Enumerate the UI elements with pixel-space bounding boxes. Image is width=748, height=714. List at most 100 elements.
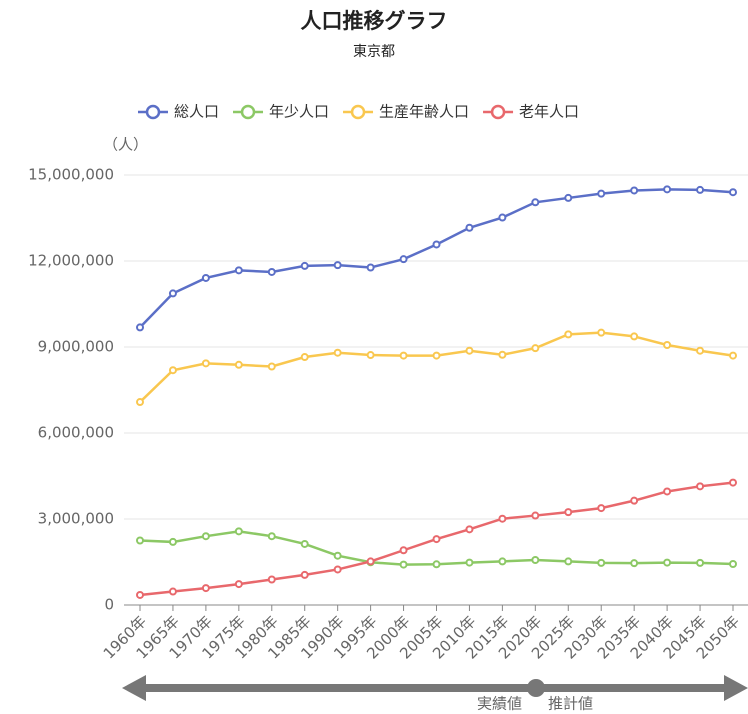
data-point bbox=[267, 362, 276, 371]
data-point bbox=[300, 570, 309, 579]
data-point bbox=[696, 185, 705, 194]
chart-subtitle: 東京都 bbox=[353, 44, 395, 60]
data-point bbox=[333, 565, 342, 574]
data-point bbox=[432, 535, 441, 544]
data-point bbox=[399, 255, 408, 264]
data-point bbox=[136, 536, 144, 545]
data-point bbox=[267, 267, 276, 276]
data-point bbox=[531, 555, 540, 564]
y-tick-label: 6,000,000 bbox=[38, 424, 114, 442]
legend-marker bbox=[490, 104, 506, 120]
data-point bbox=[333, 551, 342, 560]
data-point bbox=[168, 587, 177, 596]
legend-label: 老年人口 bbox=[519, 103, 579, 121]
data-point bbox=[168, 366, 177, 375]
data-point bbox=[531, 511, 540, 520]
data-point bbox=[696, 346, 705, 355]
data-point bbox=[201, 532, 210, 541]
data-point bbox=[465, 223, 474, 232]
data-point bbox=[136, 590, 144, 599]
y-tick-label: 12,000,000 bbox=[28, 252, 114, 270]
timeline-divider bbox=[527, 679, 545, 697]
data-point bbox=[168, 537, 177, 546]
data-point bbox=[399, 351, 408, 360]
y-axis-label: （人） bbox=[103, 136, 148, 154]
data-point bbox=[564, 330, 573, 339]
data-point bbox=[399, 560, 408, 569]
data-point bbox=[729, 351, 737, 360]
y-tick-label: 0 bbox=[104, 596, 114, 614]
data-point bbox=[333, 261, 342, 270]
data-point bbox=[729, 478, 737, 487]
data-point bbox=[465, 558, 474, 567]
data-point bbox=[432, 560, 441, 569]
data-point bbox=[201, 584, 210, 593]
data-point bbox=[663, 487, 672, 496]
legend-marker bbox=[240, 104, 256, 120]
data-point bbox=[333, 348, 342, 357]
data-point bbox=[630, 332, 639, 341]
projected-label: 推計値 bbox=[548, 695, 593, 713]
data-point bbox=[630, 186, 639, 195]
data-point bbox=[630, 559, 639, 568]
data-point bbox=[432, 240, 441, 249]
data-point bbox=[300, 261, 309, 270]
data-point bbox=[564, 508, 573, 517]
data-point bbox=[498, 557, 507, 566]
data-point bbox=[564, 193, 573, 202]
data-point bbox=[201, 359, 210, 368]
data-point bbox=[234, 360, 243, 369]
data-point bbox=[696, 482, 705, 491]
data-point bbox=[234, 266, 243, 275]
data-point bbox=[630, 496, 639, 505]
chart-title: 人口推移グラフ bbox=[301, 9, 448, 33]
legend-label: 年少人口 bbox=[269, 103, 329, 121]
data-point bbox=[267, 532, 276, 541]
legend-label: 生産年齢人口 bbox=[379, 103, 469, 121]
data-point bbox=[465, 346, 474, 355]
data-point bbox=[498, 350, 507, 359]
data-point bbox=[366, 263, 375, 272]
data-point bbox=[366, 351, 375, 360]
actual-label: 実績値 bbox=[477, 695, 522, 713]
data-point bbox=[663, 558, 672, 567]
y-tick-label: 15,000,000 bbox=[28, 166, 114, 184]
data-point bbox=[498, 213, 507, 222]
data-point bbox=[564, 557, 573, 566]
data-point bbox=[729, 560, 737, 569]
data-point bbox=[136, 398, 144, 407]
legend-marker bbox=[145, 104, 161, 120]
data-point bbox=[432, 351, 441, 360]
data-point bbox=[696, 558, 705, 567]
series-line bbox=[139, 188, 734, 329]
data-point bbox=[531, 198, 540, 207]
data-point bbox=[597, 504, 606, 513]
timeline-arrow-left bbox=[122, 675, 146, 701]
legend-label: 総人口 bbox=[174, 103, 219, 121]
data-point bbox=[267, 575, 276, 584]
data-point bbox=[729, 188, 737, 197]
data-point bbox=[597, 558, 606, 567]
timeline-arrow-right bbox=[724, 675, 748, 701]
data-point bbox=[234, 580, 243, 589]
data-point bbox=[366, 557, 375, 566]
data-point bbox=[663, 340, 672, 349]
y-tick-label: 9,000,000 bbox=[38, 338, 114, 356]
data-point bbox=[465, 525, 474, 534]
data-point bbox=[597, 328, 606, 337]
legend-marker bbox=[350, 104, 366, 120]
data-point bbox=[168, 289, 177, 298]
series-line bbox=[139, 331, 734, 403]
data-point bbox=[597, 189, 606, 198]
data-point bbox=[663, 185, 672, 194]
data-point bbox=[234, 527, 243, 536]
data-point bbox=[399, 546, 408, 555]
data-point bbox=[300, 539, 309, 548]
y-tick-label: 3,000,000 bbox=[38, 510, 114, 528]
data-point bbox=[498, 514, 507, 523]
data-point bbox=[136, 323, 144, 332]
data-point bbox=[201, 273, 210, 282]
data-point bbox=[300, 353, 309, 362]
data-point bbox=[531, 344, 540, 353]
